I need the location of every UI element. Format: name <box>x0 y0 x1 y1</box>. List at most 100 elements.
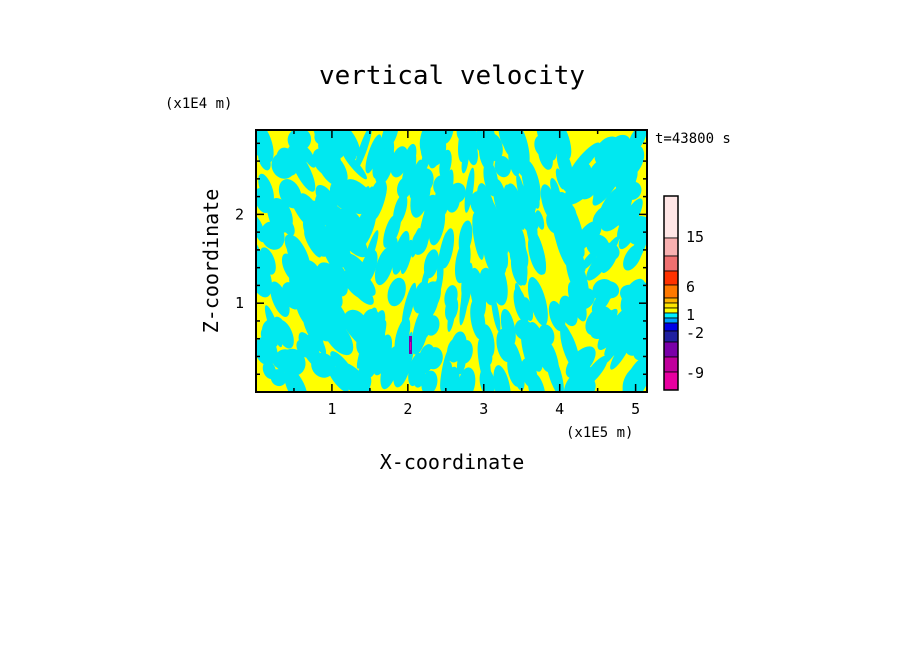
downdraft-patch <box>517 225 526 250</box>
x-tick-label: 2 <box>403 400 412 418</box>
downdraft-patch <box>421 370 438 392</box>
downdraft-patch <box>559 220 578 241</box>
downdraft-patch <box>339 207 364 234</box>
downdraft-patch <box>598 236 620 266</box>
colorbar-swatch <box>663 371 679 391</box>
downdraft-patch <box>529 229 547 275</box>
downdraft-patch <box>493 178 508 220</box>
downdraft-patch <box>284 367 308 392</box>
x-tick-label: 1 <box>327 400 336 418</box>
colorbar-label: 15 <box>686 228 704 246</box>
downdraft-patch <box>408 352 424 387</box>
downdraft-patch <box>537 130 556 159</box>
downdraft-patch <box>586 234 610 257</box>
plot-area <box>256 130 647 392</box>
downdraft-patch <box>623 244 642 271</box>
downdraft-patch <box>480 324 495 358</box>
downdraft-patch <box>519 199 535 233</box>
downdraft-patch <box>348 196 366 215</box>
downdraft-patch <box>472 212 485 260</box>
downdraft-patch <box>369 179 387 210</box>
downdraft-patch <box>345 179 380 216</box>
downdraft-patch <box>496 328 515 363</box>
downdraft-patch <box>495 369 506 392</box>
downdraft-patch <box>463 141 471 164</box>
downdraft-patch <box>445 296 459 322</box>
colorbar-label: 6 <box>686 278 695 296</box>
y-axis: 12 <box>235 142 647 375</box>
downdraft-patch <box>349 278 374 305</box>
colorbar-label: 1 <box>686 306 695 324</box>
downdraft-patch <box>383 215 397 248</box>
downdraft-patch <box>441 366 460 392</box>
downdraft-patch <box>513 287 528 322</box>
downdraft-patch <box>427 130 444 169</box>
downdraft-patch <box>464 167 475 213</box>
colorbar-swatch <box>663 255 679 272</box>
downdraft-patch <box>316 146 341 171</box>
downdraft-patch <box>546 211 561 234</box>
colorbar-swatch <box>663 307 679 314</box>
downdraft-patch <box>393 193 408 226</box>
downdraft-patch <box>433 170 448 220</box>
downdraft-patch <box>622 357 647 392</box>
downdraft-patch <box>496 234 509 269</box>
downdraft-patch <box>276 147 299 176</box>
y-tick-label: 2 <box>235 205 244 223</box>
downdraft-patch <box>270 281 290 317</box>
downdraft-patch <box>617 198 643 240</box>
colorbar-swatch <box>663 317 679 324</box>
downdraft-patch <box>390 146 409 178</box>
downdraft-patch <box>367 323 378 344</box>
downdraft-patch <box>507 354 523 387</box>
x-axis: 1 2 3 4 5 <box>293 130 640 418</box>
downdraft-patch <box>526 169 540 209</box>
downdraft-patch <box>302 214 331 251</box>
colorbar-swatch <box>663 297 679 304</box>
colorbar-label: -2 <box>686 324 704 342</box>
x-tick-label: 4 <box>555 400 564 418</box>
downdraft-patch <box>411 305 431 355</box>
downdraft-patch <box>564 168 598 205</box>
downdraft-patch <box>401 282 417 328</box>
downdraft-patch <box>458 220 473 255</box>
downdraft-patch <box>415 168 434 194</box>
downdraft-patch <box>502 130 520 158</box>
downdraft-patch <box>520 358 538 388</box>
colorbar-swatch <box>663 341 679 358</box>
downdraft-patch <box>434 209 444 236</box>
colorbar-swatch <box>663 284 679 299</box>
downdraft-patch <box>327 130 360 157</box>
downdraft-patch <box>371 320 387 363</box>
velocity-field <box>256 130 647 392</box>
downdraft-patch <box>527 277 548 326</box>
downdraft-patch <box>411 227 421 258</box>
downdraft-patch <box>418 198 432 246</box>
downdraft-patch <box>632 324 647 361</box>
downdraft-patch <box>530 208 539 229</box>
colorbar-swatch <box>663 302 679 309</box>
downdraft-patch <box>387 277 406 307</box>
downdraft-patch <box>361 230 379 275</box>
downdraft-patch <box>603 336 623 364</box>
downdraft-patch <box>270 369 287 387</box>
downdraft-patch <box>287 184 308 224</box>
x-unit-label: (x1E5 m) <box>566 425 633 441</box>
downdraft-patch <box>447 338 463 363</box>
downdraft-patch <box>440 228 455 269</box>
downdraft-patch <box>527 322 547 366</box>
y-unit-label: (x1E4 m) <box>165 96 232 112</box>
downdraft-patch <box>421 147 431 171</box>
x-tick-label: 3 <box>479 400 488 418</box>
downdraft-patch <box>313 130 345 159</box>
downdraft-patch <box>282 218 295 236</box>
downdraft-patch <box>610 335 633 370</box>
downdraft-patch <box>425 347 443 370</box>
y-axis-title: Z-coordinate <box>199 189 223 334</box>
downdraft-patch <box>600 189 633 232</box>
colorbar-label: -9 <box>686 364 704 382</box>
downdraft-patch <box>439 149 452 179</box>
downdraft-patch <box>459 276 470 326</box>
downdraft-patch <box>386 236 398 257</box>
downdraft-patch <box>394 246 409 268</box>
